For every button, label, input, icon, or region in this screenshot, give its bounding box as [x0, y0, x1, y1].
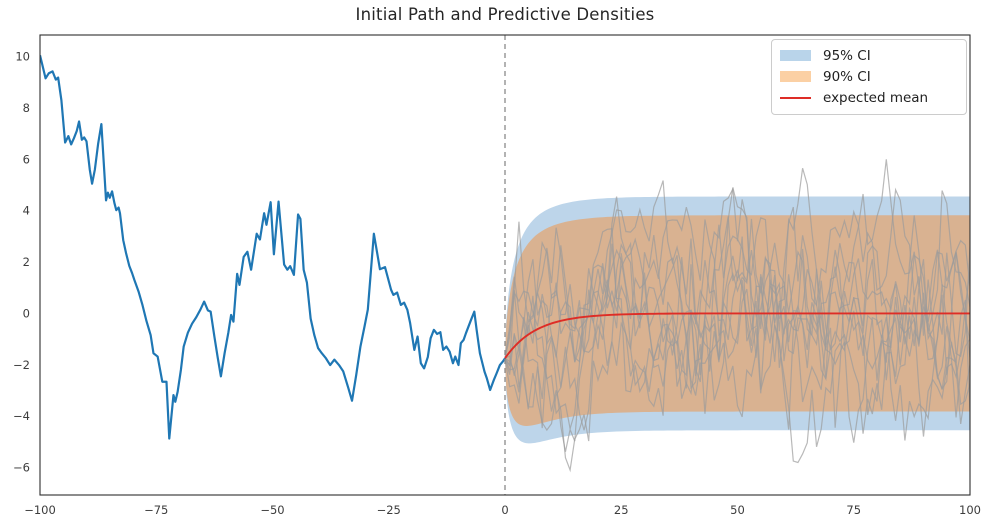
y-tick-label: −4: [13, 409, 30, 423]
x-tick-label: 100: [959, 503, 981, 517]
y-tick-label: 6: [23, 152, 30, 166]
ci90-swatch-icon: [780, 71, 811, 83]
mean-line-swatch-icon: [780, 93, 811, 104]
x-tick-label: −25: [377, 503, 401, 517]
sample-path: [504, 216, 970, 414]
legend-item-95ci: 95% CI: [780, 46, 958, 66]
tick-labels: −100 −75 −50 −25 0 25 50 75 100 10 8 6 4 2 0 −2 −4 −6: [13, 50, 981, 518]
expected-mean-line: [504, 312, 970, 359]
x-tick-label: 0: [501, 503, 508, 517]
y-tick-label: 8: [23, 101, 30, 115]
plot-area: [40, 54, 970, 473]
x-tick-label: 25: [614, 503, 629, 517]
sample-path: [504, 243, 970, 441]
y-tick-label: −2: [13, 358, 30, 372]
sample-path: [504, 216, 970, 434]
y-tick-label: −6: [13, 461, 30, 475]
chart-title: Initial Path and Predictive Densities: [355, 5, 655, 24]
x-tick-label: −75: [144, 503, 168, 517]
y-tick-label: 4: [23, 204, 30, 218]
y-tick-label: 10: [15, 50, 30, 64]
y-tick-label: 0: [23, 306, 30, 320]
ci95-swatch-icon: [780, 50, 811, 62]
legend: 95% CI 90% CI expected mean: [771, 39, 967, 115]
axes-spines: [39, 34, 971, 496]
y-tick-label: 2: [23, 255, 30, 269]
legend-item-90ci: 90% CI: [780, 67, 958, 87]
sample-path: [504, 159, 970, 473]
legend-label: 90% CI: [823, 68, 871, 85]
x-tick-label: −50: [260, 503, 284, 517]
initial-path-line: [40, 54, 506, 440]
sample-paths: [504, 159, 970, 473]
x-tick-label: 50: [730, 503, 745, 517]
legend-label: expected mean: [823, 90, 929, 107]
x-tick-label: 75: [846, 503, 861, 517]
x-tick-label: −100: [24, 503, 56, 517]
legend-item-expected-mean: expected mean: [780, 88, 958, 108]
legend-label: 95% CI: [823, 47, 871, 64]
